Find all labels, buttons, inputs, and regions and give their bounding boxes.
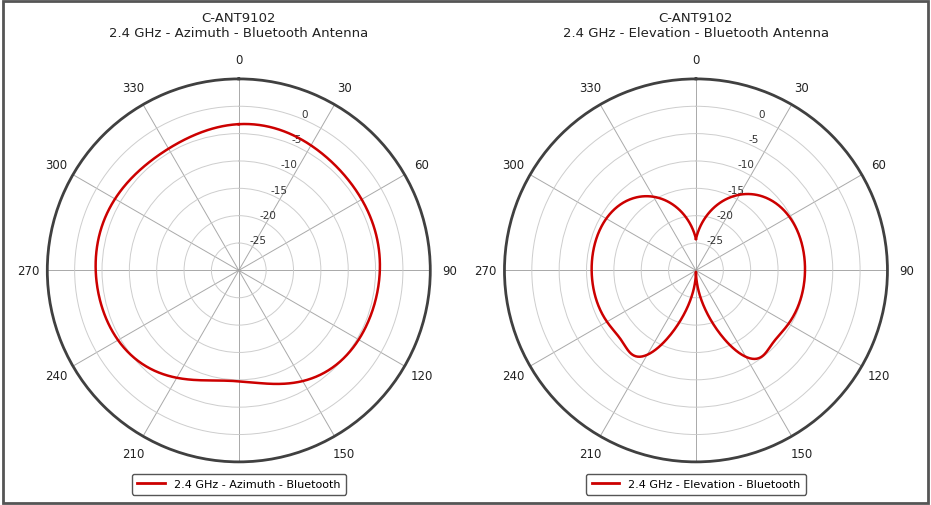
- Legend: 2.4 GHz - Azimuth - Bluetooth: 2.4 GHz - Azimuth - Bluetooth: [131, 474, 346, 495]
- Title: C-ANT9102
2.4 GHz - Azimuth - Bluetooth Antenna: C-ANT9102 2.4 GHz - Azimuth - Bluetooth …: [109, 12, 369, 40]
- Title: C-ANT9102
2.4 GHz - Elevation - Bluetooth Antenna: C-ANT9102 2.4 GHz - Elevation - Bluetoot…: [563, 12, 829, 40]
- Legend: 2.4 GHz - Elevation - Bluetooth: 2.4 GHz - Elevation - Bluetooth: [586, 474, 806, 495]
